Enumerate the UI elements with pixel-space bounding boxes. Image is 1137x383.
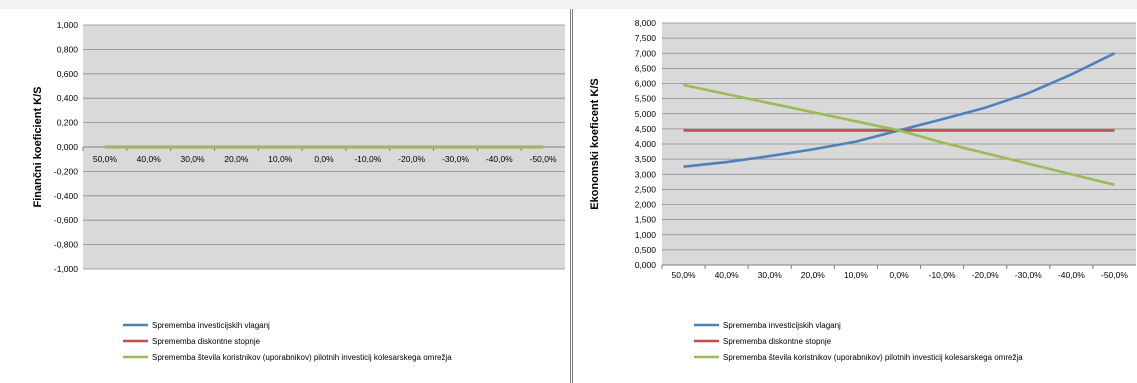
x-tick-label: 20,0% [801,270,826,280]
top-strip [0,0,1137,9]
legend-label: Sprememba števila koristnikov (uporabnik… [723,353,1023,362]
y-tick-label: -0,600 [54,215,78,225]
y-tick-label: 0,000 [635,260,657,270]
y-tick-label: 0,200 [57,118,79,128]
x-tick-label: -20,0% [972,270,999,280]
y-tick-label: 7,000 [635,48,657,58]
x-tick-label: -40,0% [486,154,513,164]
y-tick-label: 4,500 [635,124,657,134]
chart-panel-financial: 1,000 0,800 0,600 0,400 0,200 0,000 -0,200 -0,4… [0,9,571,383]
legend-label: Sprememba diskontne stopnje [152,337,261,346]
x-tick-label: -50,0% [530,154,557,164]
x-tick-label: 0,0% [314,154,334,164]
y-axis-title: Finančni koeficient K/S [32,86,44,207]
y-tick-label: 1,500 [635,215,657,225]
x-tick-label: -10,0% [354,154,381,164]
y-tick-label: 3,000 [635,169,657,179]
series-line-3 [683,83,1115,187]
x-tick-label: -30,0% [1015,270,1042,280]
x-tick-label: -40,0% [1058,270,1085,280]
x-tick-label: 50,0% [671,270,696,280]
x-tick-label: 30,0% [180,154,205,164]
y-tick-label: 7,500 [635,33,657,43]
x-tick-label: 10,0% [268,154,293,164]
y-tick-label: 5,500 [635,94,657,104]
y-tick-label: 8,000 [635,18,657,28]
y-tick-label: 3,500 [635,154,657,164]
y-tick-label: 0,800 [57,44,79,54]
x-tick-label: 40,0% [137,154,162,164]
x-tick-label: -10,0% [929,270,956,280]
y-tick-label: 4,000 [635,139,657,149]
y-tick-label: 1,000 [635,230,657,240]
y-tick-label: 0,000 [57,142,79,152]
x-tick-label: 30,0% [758,270,783,280]
y-tick-label: -0,200 [54,166,78,176]
y-tick-label: 2,000 [635,200,657,210]
y-tick-label: 0,500 [635,245,657,255]
y-tick-label: 0,600 [57,69,79,79]
x-tick-label: -20,0% [398,154,425,164]
y-tick-label: 0,400 [57,93,79,103]
y-tick-label: 6,000 [635,79,657,89]
y-tick-label: 5,000 [635,109,657,119]
y-tick-label: 6,500 [635,63,657,73]
x-tick-label: -30,0% [442,154,469,164]
y-axis-title: Ekonomski koeficent K/S [589,78,601,209]
x-tick-label: 50,0% [93,154,118,164]
x-tick-label: -50,0% [1101,270,1128,280]
legend-label: Sprememba investicijskih vlaganj [723,321,841,330]
x-tick-label: 0,0% [889,270,909,280]
y-tick-label: 1,000 [57,20,79,30]
chart-panel-economic: 8,000 7,500 7,000 6,500 6,000 5,500 5,000 4,500… [572,9,1137,383]
legend-label: Sprememba števila koristnikov (uporabnik… [152,353,452,362]
chart-economic: 8,000 7,500 7,000 6,500 6,000 5,500 5,000 4,500… [589,18,1136,362]
x-tick-label: 10,0% [844,270,869,280]
y-tick-label: -1,000 [54,264,78,274]
y-tick-label: -0,400 [54,191,78,201]
chart-financial: 1,000 0,800 0,600 0,400 0,200 0,000 -0,200 -0,4… [32,20,565,362]
y-tick-label: -0,800 [54,240,78,250]
y-tick-label: 2,500 [635,184,657,194]
legend-label: Sprememba investicijskih vlaganj [152,321,270,330]
legend-label: Sprememba diskontne stopnje [723,337,832,346]
x-tick-label: 40,0% [715,270,740,280]
x-tick-label: 20,0% [224,154,249,164]
